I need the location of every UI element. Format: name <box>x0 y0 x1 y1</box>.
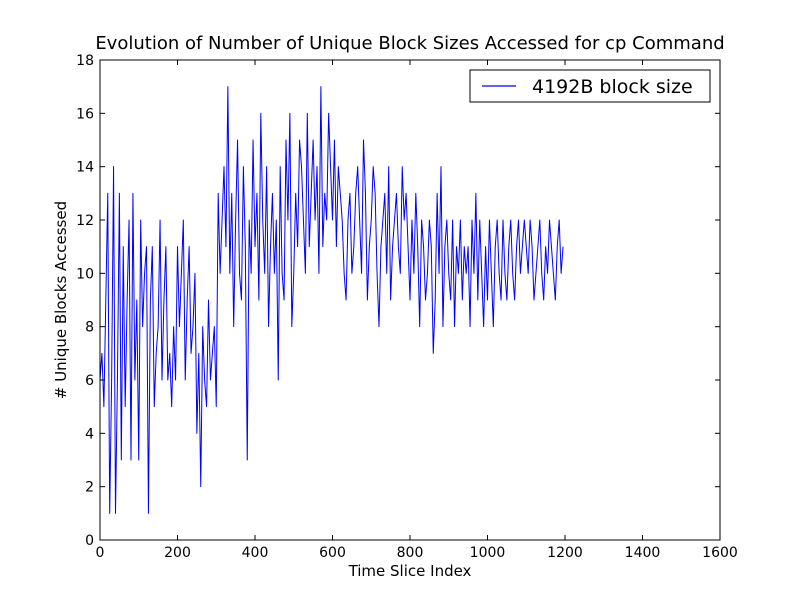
x-axis-label: Time Slice Index <box>348 562 472 580</box>
y-tick-label: 2 <box>85 480 94 496</box>
x-tick-label: 1200 <box>547 545 583 561</box>
y-tick-label: 18 <box>76 53 94 69</box>
x-tick-label: 0 <box>96 545 105 561</box>
y-tick-label: 12 <box>76 213 94 229</box>
y-axis-label: # Unique Blocks Accessed <box>52 201 70 399</box>
y-tick-label: 8 <box>85 320 94 336</box>
y-tick-label: 16 <box>76 106 94 122</box>
y-tick-label: 10 <box>76 266 94 282</box>
series-layer <box>99 86 564 514</box>
chart-title: Evolution of Number of Unique Block Size… <box>95 33 724 54</box>
x-tick-label: 1600 <box>702 545 738 561</box>
y-axis: 0 2 4 6 8 10 12 14 16 18 <box>76 53 720 549</box>
legend-label: 4192B block size <box>532 76 693 98</box>
legend: 4192B block size <box>469 69 711 103</box>
x-tick-label: 800 <box>397 545 424 561</box>
y-tick-label: 0 <box>85 533 94 549</box>
y-tick-label: 6 <box>85 373 94 389</box>
x-tick-label: 200 <box>164 545 191 561</box>
series-line-0 <box>99 86 564 514</box>
x-tick-label: 600 <box>319 545 346 561</box>
x-axis: 0 200 400 600 800 1000 1200 1400 1600 <box>96 60 738 561</box>
x-tick-label: 1000 <box>470 545 506 561</box>
x-tick-label: 400 <box>242 545 269 561</box>
y-tick-label: 14 <box>76 160 94 176</box>
x-tick-label: 1400 <box>625 545 661 561</box>
y-tick-label: 4 <box>85 426 94 442</box>
